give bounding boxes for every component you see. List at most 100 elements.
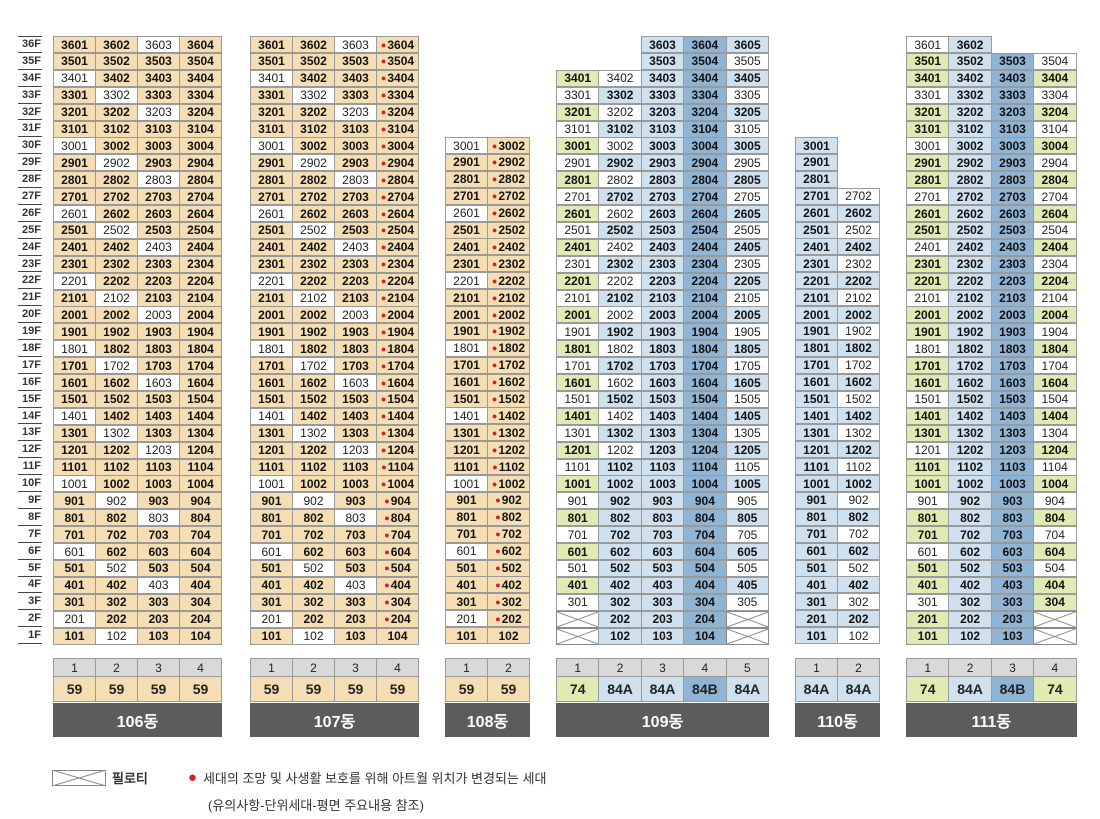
artwall-dot-icon: ●: [380, 326, 387, 337]
unit-cell: 601: [556, 543, 600, 560]
unit-number: 1904: [387, 324, 415, 339]
unit-number: 104: [190, 629, 211, 643]
unit-cell: 2803: [137, 171, 180, 189]
unit-number: 2402: [103, 240, 130, 255]
unit-cell: 3403: [137, 69, 180, 87]
unit-cell: 1901: [795, 322, 838, 340]
unit-cell: 103: [334, 627, 377, 645]
unit-number: 201: [456, 611, 477, 626]
unit-cell: 3504: [179, 52, 222, 70]
unit-number: 2203: [999, 274, 1026, 289]
unit-number: 1401: [258, 409, 285, 424]
unit-cell: 2203: [640, 272, 685, 290]
unit-number: 1202: [300, 443, 327, 458]
unit-cell: 2002: [95, 306, 138, 324]
unit-number: 1202: [956, 443, 984, 458]
unit-cell: 301: [795, 593, 838, 611]
unit-number: 1104: [691, 460, 718, 474]
unit-cell: 503: [334, 559, 377, 577]
unit-number: 701: [456, 527, 477, 542]
unit-cell: 2004: [683, 306, 727, 324]
unit-cell: 1402: [95, 407, 138, 425]
unit-cell: 2701: [556, 188, 600, 206]
artwall-dot-icon: ●: [380, 107, 387, 118]
artwall-dot-icon: ●: [491, 326, 498, 337]
unit-cell: 2103: [137, 289, 180, 307]
unit-cell: 1202: [95, 441, 138, 459]
unit-number: 1304: [691, 426, 719, 441]
unit-cell: 2301: [250, 255, 293, 273]
unit-number: 804: [190, 510, 211, 525]
artwall-dot-icon: ●: [380, 445, 387, 456]
unit-cell: 303: [990, 593, 1035, 611]
unit-cell: 1002: [948, 475, 992, 493]
unit-number: 3403: [649, 71, 676, 86]
unit-cell: 1904: [683, 323, 727, 341]
unit-cell: 2001: [906, 306, 950, 324]
unit-number: 903: [345, 493, 366, 508]
unit-number: 803: [345, 510, 366, 525]
unit-number: 1704: [1041, 358, 1069, 373]
unit-number: 1703: [649, 358, 676, 373]
unit-cell: 2301: [53, 255, 96, 273]
unit-number: 3203: [145, 105, 172, 120]
unit-number: 302: [960, 595, 981, 610]
unit-number: 2104: [1041, 291, 1069, 305]
unit-number: 3302: [956, 88, 984, 103]
unit-cell: 1201: [445, 441, 488, 459]
unit-number: 502: [501, 561, 522, 575]
artwall-dot-icon: ●: [491, 427, 498, 438]
unit-number: 3104: [387, 122, 415, 136]
unit-number: 3001: [453, 138, 480, 153]
unit-cell: 2302: [95, 255, 138, 273]
unit-number: 3602: [103, 37, 130, 52]
unit-cell: 603: [990, 543, 1035, 560]
unit-number: 2204: [1041, 274, 1069, 289]
unit-number: 3504: [1041, 54, 1069, 69]
unit-cell: 801: [53, 509, 96, 527]
unit-number: 1102: [845, 459, 872, 474]
unit-type: 59: [334, 676, 377, 702]
unit-cell: 2601: [445, 204, 488, 222]
unit-cell: 2904: [683, 154, 727, 172]
unit-number: 3105: [733, 122, 761, 136]
unit-number: 2701: [803, 189, 830, 204]
unit-number: 2904: [387, 155, 415, 170]
unit-number: 3505: [733, 54, 761, 69]
unit-number: 1701: [564, 358, 592, 373]
unit-cell: 2703: [137, 188, 180, 206]
unit-number: 802: [501, 510, 522, 525]
unit-number: 1603: [342, 375, 369, 390]
unit-number: 3201: [61, 105, 88, 120]
unit-number: 2301: [258, 257, 285, 272]
unit-cell: 501: [795, 559, 838, 577]
unit-number: 2701: [453, 189, 480, 204]
unit-number: 401: [917, 578, 938, 593]
unit-cell: ● 1804: [376, 340, 419, 358]
unit-number: 1702: [498, 358, 526, 373]
floor-label: 34F: [18, 70, 42, 87]
unit-cell: 801: [906, 509, 950, 527]
unit-cell: 1901: [556, 323, 600, 341]
unit-cell: 104: [683, 627, 727, 645]
unit-cell: 3102: [948, 120, 992, 138]
unit-number: 1902: [606, 324, 634, 339]
artwall-dot-icon: ●: [495, 579, 501, 590]
unit-number: 1602: [498, 375, 526, 390]
unit-cell: 305: [725, 593, 769, 611]
unit-cell: 2702: [292, 188, 335, 206]
unit-number: 401: [456, 577, 477, 592]
unit-number: 202: [848, 611, 869, 626]
unit-number: 1002: [956, 476, 984, 491]
unit-number: 1601: [914, 375, 942, 390]
unit-number: 1602: [956, 375, 984, 390]
piloti-legend-icon: [52, 769, 106, 786]
unit-number: 3001: [61, 138, 88, 153]
unit-cell: 1702: [948, 357, 992, 375]
unit-type: 84A: [795, 676, 838, 702]
unit-number: 2901: [453, 155, 480, 170]
unit-cell: 3103: [334, 120, 377, 138]
unit-number: 2003: [342, 307, 369, 322]
unit-number: 2403: [649, 240, 676, 255]
unit-cell: 2005: [725, 306, 769, 324]
